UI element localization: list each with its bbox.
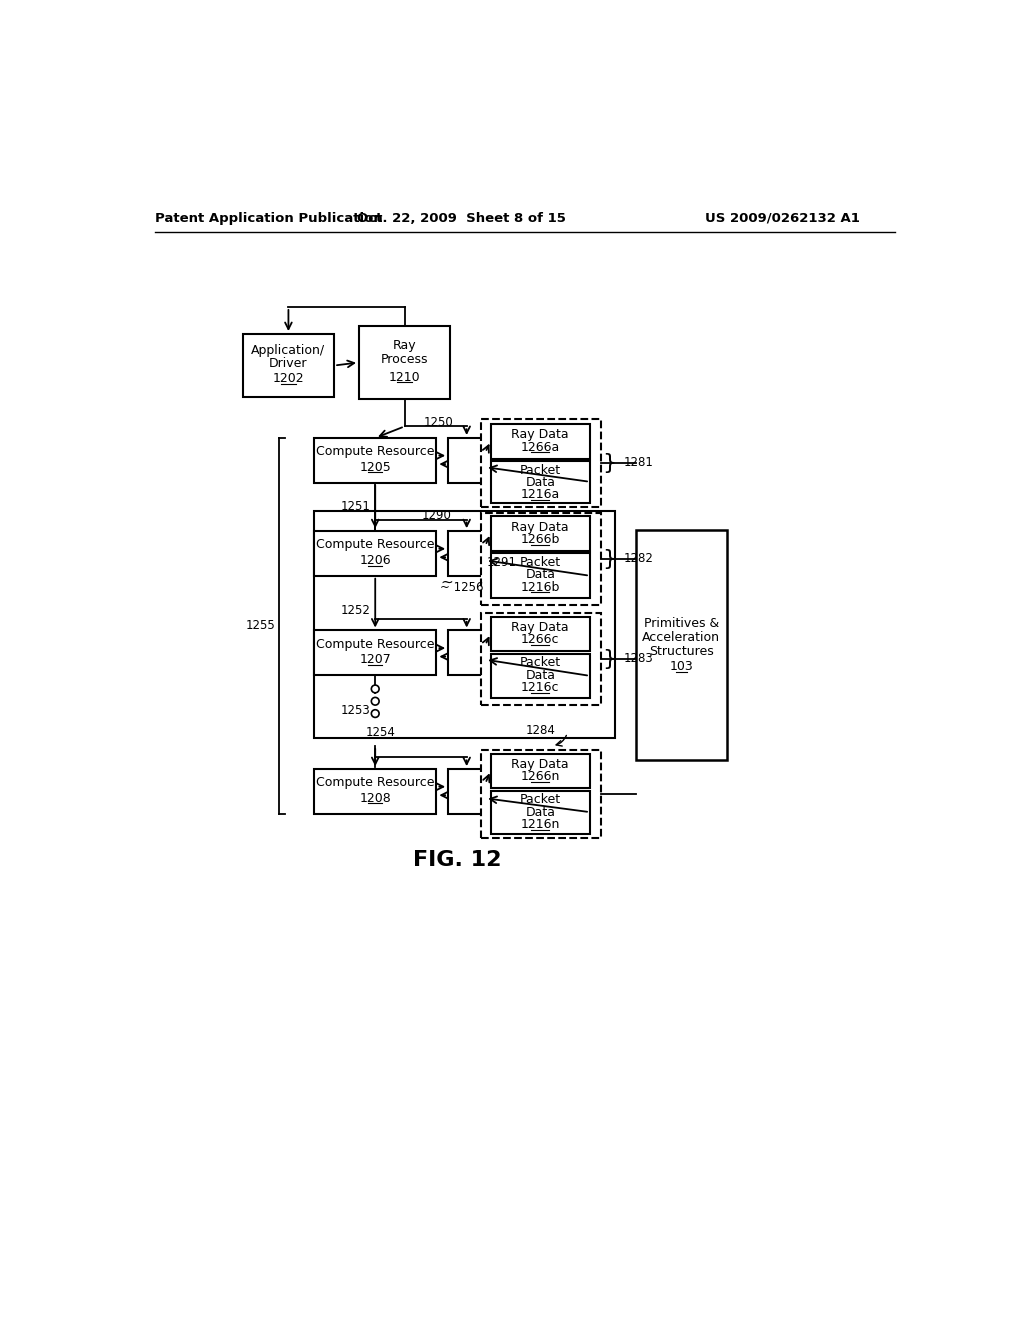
- Text: }: }: [602, 649, 616, 669]
- Bar: [490, 424, 590, 459]
- Text: Packet: Packet: [520, 556, 561, 569]
- Text: 1216c: 1216c: [521, 681, 559, 694]
- Text: }: }: [602, 549, 616, 569]
- Bar: [480, 612, 601, 705]
- Text: 1291: 1291: [486, 556, 517, 569]
- Text: 1266c: 1266c: [521, 634, 559, 647]
- Text: Ray Data: Ray Data: [511, 758, 569, 771]
- Bar: [359, 326, 451, 400]
- Bar: [449, 631, 485, 675]
- Text: Ray Data: Ray Data: [511, 620, 569, 634]
- Bar: [490, 653, 590, 698]
- Text: 1216b: 1216b: [520, 581, 560, 594]
- Text: 1202: 1202: [272, 372, 304, 385]
- Text: 1210: 1210: [389, 371, 421, 384]
- Text: 1208: 1208: [359, 792, 391, 805]
- Bar: [480, 512, 601, 605]
- Bar: [314, 511, 614, 738]
- Text: Packet: Packet: [520, 793, 561, 807]
- Circle shape: [372, 697, 379, 705]
- Text: US 2009/0262132 A1: US 2009/0262132 A1: [706, 213, 860, 224]
- Text: 1282: 1282: [624, 552, 654, 565]
- Text: 1255: 1255: [246, 619, 275, 632]
- Text: Data: Data: [525, 805, 555, 818]
- Text: Ray: Ray: [393, 339, 417, 352]
- Text: 1284: 1284: [525, 723, 555, 737]
- Bar: [490, 553, 590, 598]
- Text: Compute Resource: Compute Resource: [316, 638, 434, 651]
- Text: Application/: Application/: [251, 345, 326, 358]
- Text: }: }: [602, 453, 616, 473]
- Bar: [490, 461, 590, 503]
- Text: Driver: Driver: [269, 356, 307, 370]
- Bar: [314, 438, 436, 483]
- Text: 1251: 1251: [340, 500, 371, 513]
- Text: Acceleration: Acceleration: [642, 631, 720, 644]
- Text: Ray Data: Ray Data: [511, 520, 569, 533]
- Text: 103: 103: [670, 660, 693, 673]
- Bar: [314, 631, 436, 675]
- Text: 1290: 1290: [422, 510, 452, 523]
- Text: 1207: 1207: [359, 653, 391, 667]
- Text: Data: Data: [525, 477, 555, 490]
- Text: Structures: Structures: [649, 644, 714, 657]
- Text: Compute Resource: Compute Resource: [316, 539, 434, 552]
- Bar: [490, 754, 590, 788]
- Text: Ray Data: Ray Data: [511, 428, 569, 441]
- Text: 1254: 1254: [366, 726, 396, 739]
- Text: 1252: 1252: [340, 603, 371, 616]
- Bar: [449, 770, 485, 813]
- Circle shape: [372, 710, 379, 718]
- Text: 1266n: 1266n: [520, 770, 560, 783]
- Bar: [314, 531, 436, 576]
- Text: Compute Resource: Compute Resource: [316, 445, 434, 458]
- Text: Oct. 22, 2009  Sheet 8 of 15: Oct. 22, 2009 Sheet 8 of 15: [356, 213, 565, 224]
- Text: 1205: 1205: [359, 461, 391, 474]
- Bar: [449, 438, 485, 483]
- Bar: [480, 418, 601, 507]
- Bar: [490, 791, 590, 834]
- Text: Patent Application Publication: Patent Application Publication: [155, 213, 383, 224]
- Text: 1266b: 1266b: [520, 533, 560, 546]
- Text: FIG. 12: FIG. 12: [413, 850, 502, 870]
- Text: 1283: 1283: [624, 652, 653, 665]
- Text: Packet: Packet: [520, 656, 561, 669]
- Text: Compute Resource: Compute Resource: [316, 776, 434, 789]
- Text: 1216n: 1216n: [520, 818, 560, 832]
- Text: Process: Process: [381, 352, 428, 366]
- Text: Data: Data: [525, 569, 555, 582]
- Bar: [490, 616, 590, 651]
- Text: 1206: 1206: [359, 554, 391, 566]
- Bar: [480, 750, 601, 838]
- Text: 1253: 1253: [340, 704, 370, 717]
- Bar: [636, 531, 727, 760]
- Bar: [243, 334, 334, 397]
- Text: Data: Data: [525, 668, 555, 681]
- Circle shape: [372, 685, 379, 693]
- Bar: [490, 516, 590, 552]
- Text: 1266a: 1266a: [520, 441, 560, 454]
- Text: 1216a: 1216a: [520, 488, 560, 502]
- Text: Packet: Packet: [520, 463, 561, 477]
- Bar: [314, 770, 436, 813]
- Text: 1281: 1281: [624, 455, 654, 469]
- Text: 1250: 1250: [424, 416, 454, 429]
- Text: ~ 1256: ~ 1256: [440, 581, 483, 594]
- Text: ∼: ∼: [440, 574, 453, 590]
- Text: Primitives &: Primitives &: [644, 616, 719, 630]
- Bar: [449, 531, 485, 576]
